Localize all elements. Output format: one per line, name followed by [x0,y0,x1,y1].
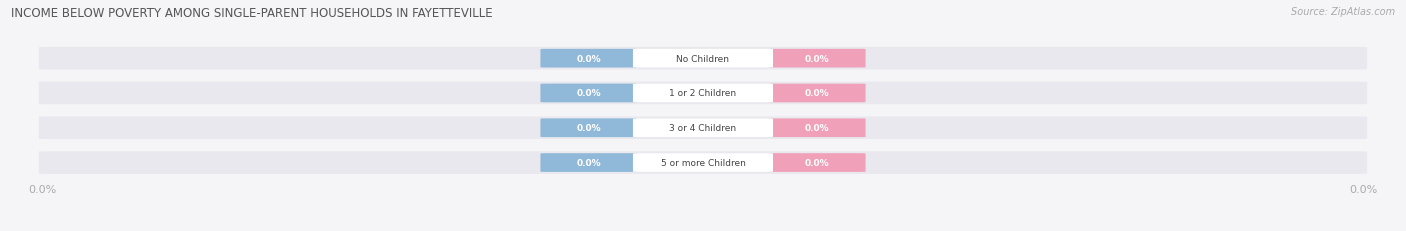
FancyBboxPatch shape [540,154,637,172]
FancyBboxPatch shape [633,119,773,137]
Text: 5 or more Children: 5 or more Children [661,158,745,167]
FancyBboxPatch shape [540,84,637,103]
Text: 0.0%: 0.0% [806,124,830,133]
Text: 0.0%: 0.0% [806,89,830,98]
Text: 0.0%: 0.0% [806,158,830,167]
Text: 0.0%: 0.0% [576,124,600,133]
Text: No Children: No Children [676,55,730,63]
Legend: Single Father, Single Mother: Single Father, Single Mother [600,228,806,231]
FancyBboxPatch shape [633,84,773,103]
FancyBboxPatch shape [769,154,866,172]
Text: Source: ZipAtlas.com: Source: ZipAtlas.com [1291,7,1395,17]
Text: 0.0%: 0.0% [806,55,830,63]
Text: 3 or 4 Children: 3 or 4 Children [669,124,737,133]
FancyBboxPatch shape [39,117,1367,140]
FancyBboxPatch shape [633,50,773,68]
FancyBboxPatch shape [39,48,1367,70]
FancyBboxPatch shape [39,82,1367,105]
FancyBboxPatch shape [769,119,866,137]
FancyBboxPatch shape [540,50,637,68]
Text: 0.0%: 0.0% [576,55,600,63]
FancyBboxPatch shape [769,84,866,103]
Text: 0.0%: 0.0% [576,158,600,167]
Text: INCOME BELOW POVERTY AMONG SINGLE-PARENT HOUSEHOLDS IN FAYETTEVILLE: INCOME BELOW POVERTY AMONG SINGLE-PARENT… [11,7,494,20]
Text: 1 or 2 Children: 1 or 2 Children [669,89,737,98]
FancyBboxPatch shape [769,50,866,68]
Text: 0.0%: 0.0% [576,89,600,98]
FancyBboxPatch shape [39,152,1367,174]
FancyBboxPatch shape [633,154,773,172]
FancyBboxPatch shape [540,119,637,137]
